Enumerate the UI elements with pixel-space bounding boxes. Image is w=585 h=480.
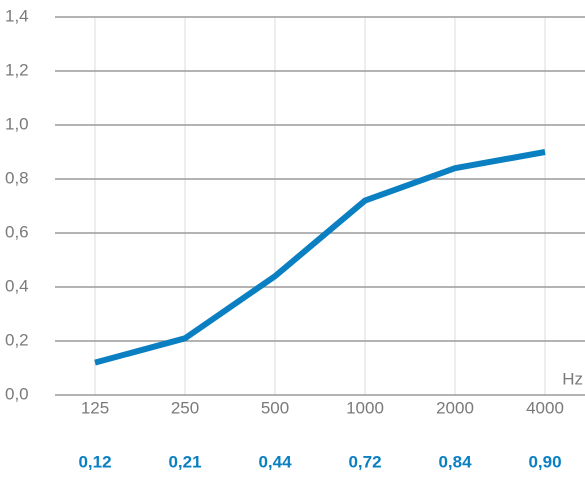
- x-tick-label: 2000: [436, 398, 474, 417]
- value-label: 0,84: [438, 452, 472, 471]
- value-label: 0,44: [258, 452, 292, 471]
- data-line: [94, 149, 546, 366]
- y-tick-label: 1,2: [5, 60, 29, 79]
- x-tick-label: 4000: [526, 398, 564, 417]
- x-unit-label: Hz: [562, 369, 583, 388]
- y-tick-label: 0,0: [5, 384, 29, 403]
- y-tick-label: 0,2: [5, 330, 29, 349]
- value-label: 0,21: [168, 452, 201, 471]
- x-tick-label: 500: [261, 398, 289, 417]
- x-tick-label: 1000: [346, 398, 384, 417]
- y-tick-label: 0,8: [5, 168, 29, 187]
- y-tick-label: 1,0: [5, 114, 29, 133]
- y-tick-label: 0,4: [5, 276, 29, 295]
- x-tick-label: 125: [81, 398, 109, 417]
- y-tick-label: 0,6: [5, 222, 29, 241]
- value-label: 0,72: [348, 452, 381, 471]
- value-label: 0,12: [78, 452, 111, 471]
- x-tick-label: 250: [171, 398, 199, 417]
- y-tick-label: 1,4: [5, 6, 29, 25]
- value-label: 0,90: [528, 452, 561, 471]
